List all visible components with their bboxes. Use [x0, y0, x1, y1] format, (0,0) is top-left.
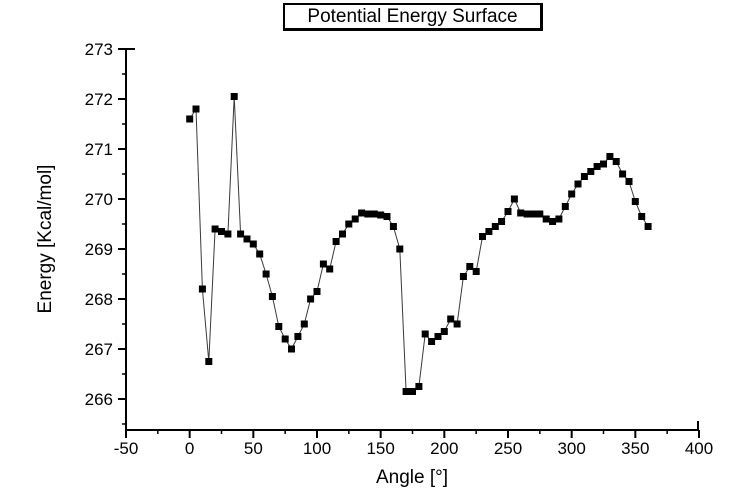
- data-point: [600, 160, 607, 168]
- data-point: [230, 93, 238, 100]
- chart-title-box: Potential Energy Surface: [283, 3, 543, 31]
- data-point: [358, 209, 366, 217]
- data-point: [549, 218, 557, 225]
- data-point: [294, 333, 302, 340]
- data-point: [510, 195, 518, 203]
- data-point: [555, 215, 563, 223]
- data-point: [459, 273, 467, 280]
- data-point: [313, 288, 321, 295]
- y-tick-label: 270: [85, 190, 113, 209]
- data-point: [307, 295, 315, 303]
- data-point: [523, 210, 531, 218]
- data-point: [211, 225, 219, 233]
- data-point: [192, 105, 200, 113]
- y-tick-label: 268: [85, 290, 113, 309]
- data-point: [205, 358, 213, 365]
- x-tick-label: 50: [244, 439, 263, 458]
- data-point: [428, 338, 436, 345]
- x-axis-label: Angle [°]: [375, 467, 449, 488]
- x-tick-label: 200: [430, 439, 458, 458]
- data-point: [364, 210, 372, 218]
- y-tick-label: 272: [85, 90, 113, 109]
- data-point: [485, 228, 493, 235]
- data-point: [198, 285, 206, 293]
- data-line: [189, 96, 649, 392]
- y-axis-label: Energy [Kcal/mol]: [35, 164, 56, 314]
- data-point: [574, 180, 582, 188]
- data-point: [186, 115, 194, 123]
- data-point: [466, 263, 474, 270]
- data-point: [619, 170, 627, 178]
- data-point: [504, 208, 512, 215]
- data-point: [568, 190, 576, 198]
- data-point: [606, 153, 614, 160]
- data-point: [275, 323, 283, 330]
- data-point: [612, 158, 620, 165]
- data-point: [268, 293, 276, 300]
- data-point: [453, 320, 461, 328]
- data-point: [638, 213, 646, 220]
- data-point: [249, 240, 257, 248]
- data-point: [491, 223, 499, 230]
- x-tick-label: 150: [366, 439, 394, 458]
- data-point: [434, 333, 442, 340]
- x-tick-label: 400: [685, 439, 713, 458]
- x-tick-label: -50: [114, 439, 139, 458]
- y-tick-label: 273: [85, 40, 113, 59]
- data-point: [536, 210, 544, 218]
- y-tick-label: 266: [85, 390, 113, 409]
- x-tick-label: 100: [303, 439, 331, 458]
- data-point: [256, 250, 264, 258]
- data-point: [561, 203, 569, 210]
- data-point: [326, 265, 334, 273]
- data-point: [479, 233, 486, 240]
- data-point: [447, 315, 455, 323]
- data-point: [580, 173, 588, 180]
- x-tick-label: 300: [557, 439, 585, 458]
- data-point: [237, 230, 245, 238]
- data-point: [243, 235, 251, 243]
- data-point: [587, 168, 595, 175]
- data-point: [262, 270, 270, 278]
- data-point: [288, 345, 295, 353]
- data-point: [396, 245, 404, 253]
- data-point: [542, 215, 550, 223]
- data-point: [339, 230, 346, 238]
- x-tick-label: 0: [185, 439, 194, 458]
- data-point: [370, 210, 378, 218]
- chart-title: Potential Energy Surface: [307, 5, 518, 27]
- y-tick-label: 269: [85, 240, 113, 259]
- data-point: [631, 198, 639, 205]
- data-point: [517, 209, 525, 217]
- x-tick-label: 350: [621, 439, 649, 458]
- data-point: [415, 383, 423, 390]
- data-point: [472, 268, 480, 275]
- data-point: [409, 388, 416, 395]
- data-point: [345, 220, 353, 228]
- data-point: [319, 260, 327, 268]
- data-point: [440, 328, 448, 335]
- data-point: [351, 215, 359, 223]
- data-point: [389, 223, 397, 230]
- data-point: [498, 218, 506, 225]
- y-tick-label: 267: [85, 340, 113, 359]
- data-point: [530, 210, 537, 218]
- data-point: [625, 178, 633, 185]
- data-point: [377, 211, 385, 219]
- data-point: [224, 230, 232, 238]
- data-point: [383, 213, 391, 220]
- data-point: [593, 163, 601, 170]
- x-tick-label: 250: [494, 439, 522, 458]
- data-point: [402, 388, 410, 395]
- data-point: [332, 238, 340, 245]
- data-point: [300, 320, 308, 328]
- data-point: [644, 223, 652, 230]
- y-tick-label: 271: [85, 140, 113, 159]
- data-point: [281, 335, 289, 343]
- data-point: [218, 228, 225, 235]
- data-point: [421, 330, 429, 338]
